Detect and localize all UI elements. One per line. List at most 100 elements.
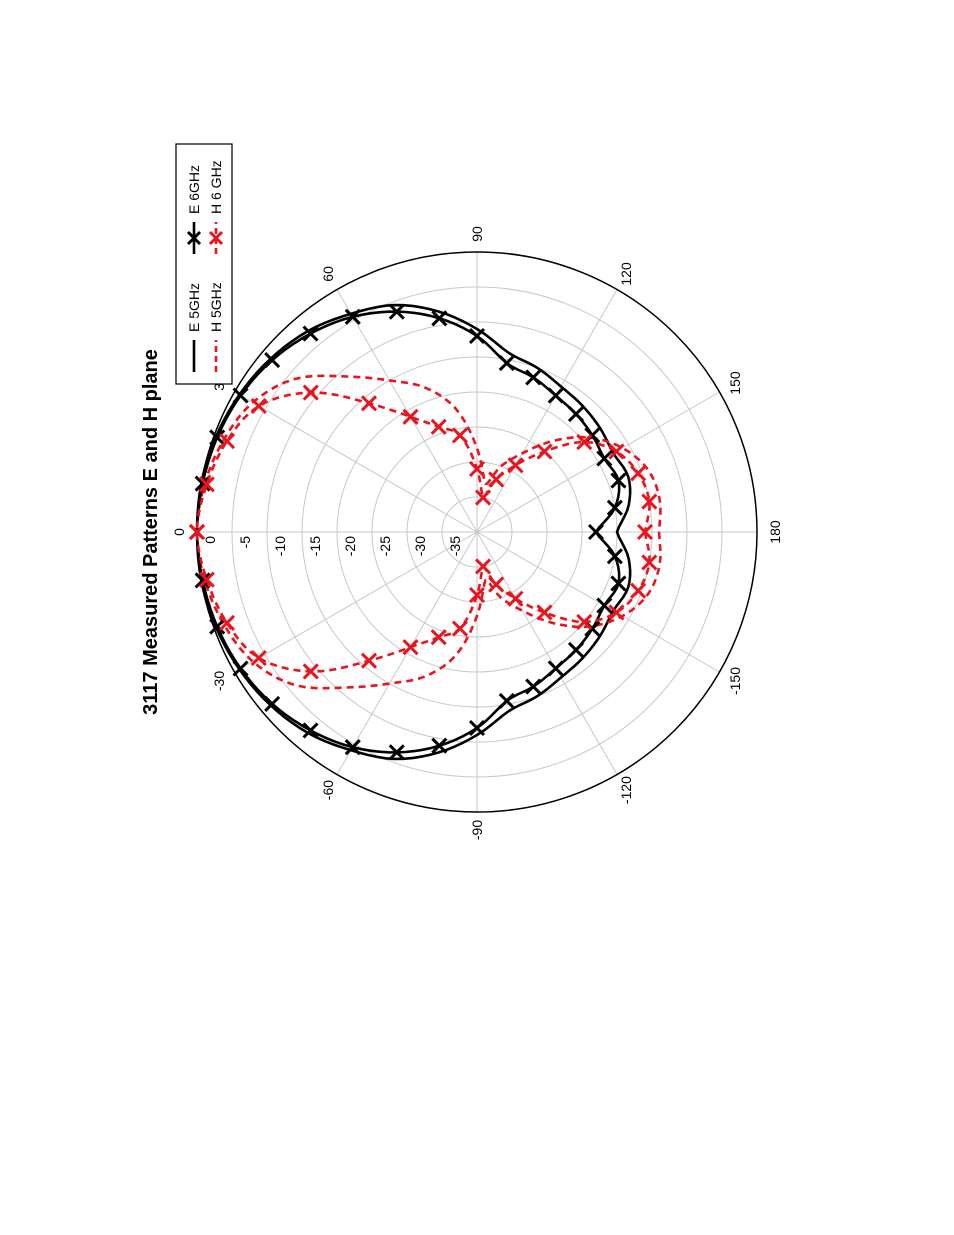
data-point-marker: [630, 465, 647, 482]
marker-stroke: [431, 737, 448, 754]
data-point-marker: [451, 427, 469, 444]
marker-stroke: [606, 499, 623, 516]
data-point-marker: [536, 604, 553, 621]
grid-spoke: [476, 391, 720, 533]
marker-stroke: [218, 432, 236, 450]
marker-stroke: [630, 465, 647, 482]
marker-stroke: [388, 303, 405, 320]
data-point-marker: [344, 308, 361, 325]
marker-stroke: [475, 489, 492, 506]
marker-stroke: [264, 352, 281, 369]
marker-stroke: [610, 472, 627, 489]
marker-stroke: [641, 554, 658, 571]
angle-tick-label: -120: [618, 776, 634, 804]
data-point-marker: [567, 641, 585, 659]
marker-stroke: [584, 427, 601, 444]
marker-stroke: [198, 476, 215, 493]
marker-stroke: [547, 387, 564, 404]
marker-stroke: [606, 548, 623, 565]
marker-stroke: [475, 558, 492, 575]
marker-stroke: [302, 722, 319, 739]
data-point-marker: [498, 355, 515, 372]
data-point-marker: [630, 582, 647, 599]
marker-stroke: [302, 325, 319, 342]
data-point-marker: [468, 586, 486, 604]
radial-tick-label: -25: [377, 536, 393, 556]
radial-tick-label: -35: [447, 536, 463, 556]
angle-tick-label: 60: [320, 266, 336, 282]
marker-stroke: [360, 395, 378, 412]
marker-stroke: [402, 408, 419, 425]
series-h-6-ghz: [188, 384, 658, 680]
legend-box: [175, 143, 233, 385]
data-point-marker: [198, 571, 215, 588]
angle-tick-label: -60: [320, 780, 336, 800]
legend-swatch-marker: [208, 230, 224, 246]
marker-stroke: [507, 590, 524, 607]
marker-stroke: [209, 429, 226, 446]
marker-stroke: [488, 471, 505, 488]
marker-stroke: [430, 629, 447, 646]
marker-stroke: [536, 443, 553, 460]
tick-labels: 0306090120150180-150-120-90-60-300-5-10-…: [171, 226, 783, 840]
marker-stroke: [547, 660, 564, 677]
marker-stroke: [468, 460, 486, 478]
data-point-marker: [596, 450, 613, 467]
data-point-marker: [641, 493, 658, 510]
marker-stroke: [498, 355, 515, 372]
legend: E 5GHz H 5GHz E 6GHz H 6 GHz: [175, 143, 233, 385]
data-point-marker: [302, 325, 319, 342]
data-point-marker: [507, 590, 524, 607]
data-point-marker: [194, 475, 211, 492]
marker-stroke: [636, 523, 654, 541]
radial-tick-label: -10: [272, 536, 288, 556]
data-point-marker: [430, 629, 447, 646]
marker-stroke: [264, 695, 281, 712]
data-point-marker: [302, 722, 319, 739]
grid-spoke: [476, 531, 618, 775]
data-point-marker: [344, 739, 361, 756]
legend-label: E 5GHz: [186, 283, 202, 332]
grid-spoke: [336, 531, 478, 775]
data-point-marker: [402, 408, 419, 425]
marker-stroke: [188, 523, 206, 541]
data-point-marker: [596, 597, 613, 614]
data-point-marker: [547, 387, 564, 404]
marker-stroke: [451, 620, 469, 637]
marker-stroke: [431, 310, 448, 327]
data-point-marker: [608, 604, 625, 621]
radial-tick-label: -5: [237, 536, 253, 549]
marker-stroke: [250, 397, 267, 415]
marker-stroke: [198, 571, 215, 588]
data-point-marker: [641, 554, 658, 571]
radial-tick-label: -20: [342, 536, 358, 556]
data-point-marker: [388, 303, 405, 320]
legend-label: H 6 GHz: [208, 160, 224, 214]
data-point-marker: [250, 397, 267, 415]
marker-stroke: [507, 457, 524, 474]
data-point-marker: [232, 387, 249, 404]
marker-stroke: [430, 418, 447, 435]
data-point-marker: [264, 352, 281, 369]
data-point-marker: [218, 432, 236, 450]
data-point-marker: [610, 472, 627, 489]
angle-tick-label: 150: [727, 371, 743, 395]
data-point-marker: [451, 620, 469, 637]
marker-stroke: [344, 308, 361, 325]
radial-tick-label: 0: [202, 536, 218, 544]
grid-spoke: [234, 391, 478, 533]
marker-stroke: [468, 586, 486, 604]
data-point-marker: [525, 369, 542, 386]
angle-tick-label: 90: [469, 226, 485, 242]
data-point-marker: [431, 310, 448, 327]
data-point-marker: [608, 443, 625, 460]
data-point-marker: [402, 639, 419, 656]
marker-stroke: [344, 739, 361, 756]
marker-stroke: [576, 433, 593, 451]
marker-stroke: [194, 572, 211, 589]
marker-stroke: [536, 604, 553, 621]
marker-stroke: [488, 576, 505, 593]
marker-stroke: [498, 692, 515, 709]
